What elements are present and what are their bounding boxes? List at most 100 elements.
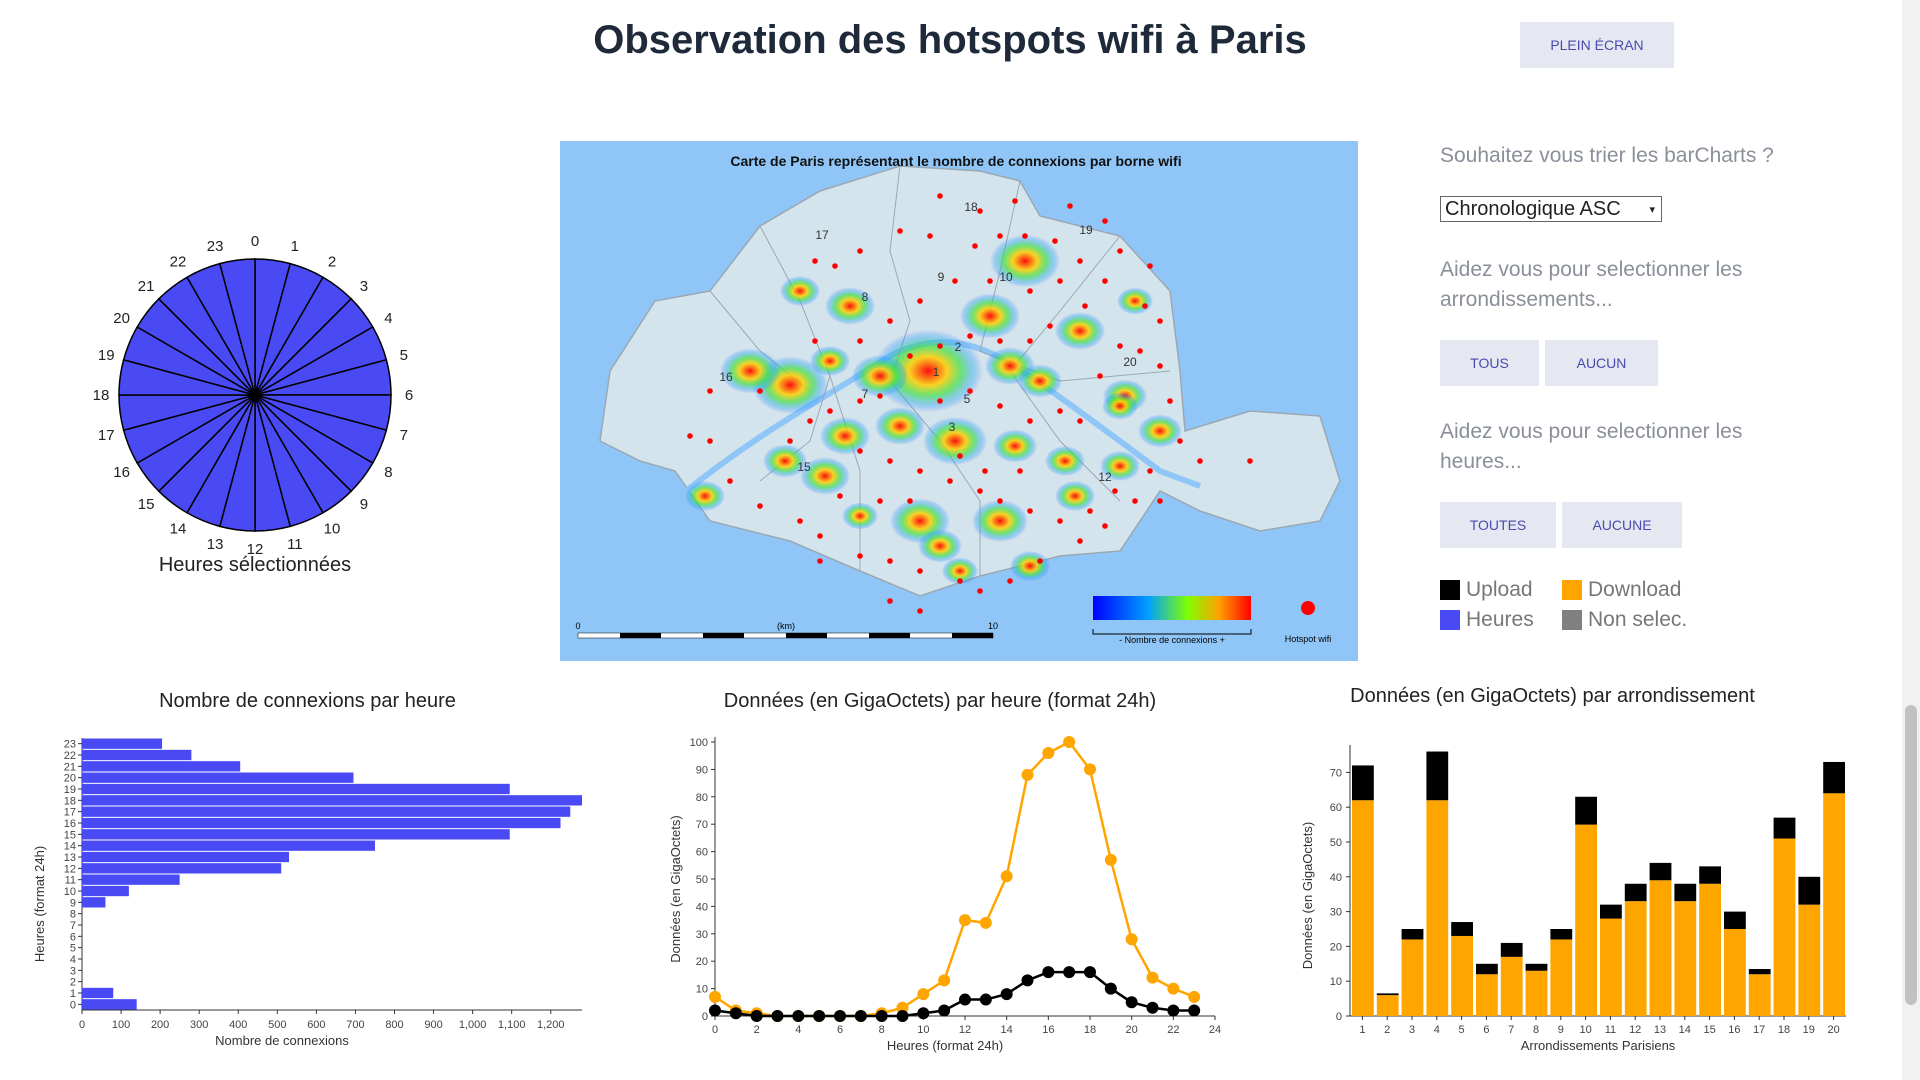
bar-download-arr-12[interactable]: [1624, 901, 1647, 1016]
point-upload-9[interactable]: [896, 1010, 909, 1022]
bar-download-arr-11[interactable]: [1600, 918, 1622, 1016]
bar-upload-arr-19[interactable]: [1798, 876, 1821, 905]
point-upload-19[interactable]: [1104, 982, 1117, 995]
bar-hour-14[interactable]: [82, 840, 375, 851]
bar-download-arr-16[interactable]: [1724, 929, 1746, 1016]
point-download-16[interactable]: [1042, 746, 1055, 759]
bar-upload-arr-11[interactable]: [1600, 904, 1622, 919]
point-download-22[interactable]: [1167, 982, 1180, 995]
bar-upload-arr-9[interactable]: [1550, 929, 1573, 940]
point-upload-14[interactable]: [1000, 988, 1013, 1001]
bar-hour-22[interactable]: [82, 749, 192, 761]
point-upload-11[interactable]: [938, 1004, 951, 1017]
bar-upload-arr-13[interactable]: [1649, 862, 1672, 881]
point-upload-17[interactable]: [1063, 966, 1076, 979]
bar-hour-0[interactable]: [82, 999, 137, 1010]
point-upload-12[interactable]: [959, 993, 971, 1006]
point-upload-8[interactable]: [875, 1010, 888, 1022]
bar-hour-21[interactable]: [82, 761, 241, 772]
bar-upload-arr-18[interactable]: [1773, 817, 1796, 839]
point-upload-20[interactable]: [1125, 996, 1138, 1009]
bar-hour-19[interactable]: [82, 783, 510, 795]
bar-hour-12[interactable]: [82, 863, 282, 874]
bar-upload-arr-12[interactable]: [1624, 883, 1647, 902]
point-upload-18[interactable]: [1084, 966, 1096, 979]
bar-hour-23[interactable]: [82, 738, 163, 749]
point-download-19[interactable]: [1104, 853, 1117, 866]
bar-upload-arr-7[interactable]: [1500, 942, 1523, 957]
point-download-15[interactable]: [1021, 768, 1034, 781]
clock-hour-sector-23[interactable]: [218, 258, 256, 396]
bar-hour-15[interactable]: [82, 829, 510, 840]
bar-download-arr-7[interactable]: [1500, 956, 1523, 1016]
point-download-9[interactable]: [896, 1001, 909, 1014]
select-no-hours-button[interactable]: AUCUNE: [1562, 502, 1682, 548]
bar-hour-10[interactable]: [82, 885, 129, 897]
point-upload-5[interactable]: [813, 1010, 826, 1022]
point-upload-1[interactable]: [729, 1007, 742, 1020]
bar-upload-arr-5[interactable]: [1451, 922, 1473, 936]
point-upload-23[interactable]: [1188, 1004, 1201, 1017]
fullscreen-button[interactable]: PLEIN ÉCRAN: [1520, 22, 1674, 68]
point-download-10[interactable]: [917, 988, 930, 1001]
bar-download-arr-13[interactable]: [1649, 880, 1672, 1016]
point-download-14[interactable]: [1000, 870, 1013, 883]
hour-clock[interactable]: 0 1234567891011121314151617181920212223He…: [90, 225, 430, 585]
bar-upload-arr-14[interactable]: [1674, 883, 1697, 902]
bar-download-arr-19[interactable]: [1798, 904, 1821, 1016]
bar-hour-16[interactable]: [82, 817, 561, 829]
point-upload-3[interactable]: [771, 1010, 784, 1022]
bar-upload-arr-10[interactable]: [1575, 796, 1597, 825]
point-upload-7[interactable]: [854, 1010, 867, 1022]
point-download-20[interactable]: [1125, 933, 1138, 946]
select-all-arrondissements-button[interactable]: TOUS: [1440, 340, 1539, 386]
select-no-arrondissements-button[interactable]: AUCUN: [1545, 340, 1658, 386]
point-download-23[interactable]: [1188, 990, 1201, 1003]
bar-upload-arr-17[interactable]: [1748, 969, 1771, 975]
point-upload-6[interactable]: [834, 1010, 846, 1022]
bar-upload-arr-2[interactable]: [1376, 993, 1399, 996]
bar-hour-11[interactable]: [82, 874, 180, 885]
bar-download-arr-9[interactable]: [1550, 939, 1573, 1016]
page-scrollbar[interactable]: [1902, 0, 1920, 1080]
select-all-hours-button[interactable]: TOUTES: [1440, 502, 1556, 548]
point-upload-15[interactable]: [1021, 974, 1034, 987]
bar-download-arr-4[interactable]: [1426, 800, 1449, 1016]
bar-upload-arr-6[interactable]: [1476, 963, 1498, 975]
point-upload-10[interactable]: [917, 1007, 930, 1020]
point-upload-0[interactable]: [709, 1004, 721, 1017]
bar-download-arr-3[interactable]: [1401, 939, 1424, 1016]
point-upload-21[interactable]: [1146, 1001, 1159, 1014]
bar-download-arr-20[interactable]: [1823, 793, 1845, 1016]
bar-download-arr-2[interactable]: [1376, 995, 1399, 1016]
bar-hour-1[interactable]: [82, 987, 114, 999]
point-download-21[interactable]: [1146, 971, 1159, 984]
bar-download-arr-10[interactable]: [1575, 824, 1597, 1016]
point-download-13[interactable]: [979, 916, 992, 929]
bar-download-arr-1[interactable]: [1352, 800, 1374, 1016]
bar-upload-arr-1[interactable]: [1352, 765, 1374, 801]
bar-download-arr-15[interactable]: [1699, 883, 1721, 1016]
bar-upload-arr-20[interactable]: [1823, 761, 1845, 794]
bar-upload-arr-3[interactable]: [1401, 929, 1424, 940]
point-upload-13[interactable]: [979, 993, 992, 1006]
bar-download-arr-8[interactable]: [1525, 970, 1548, 1016]
point-upload-2[interactable]: [750, 1010, 763, 1022]
bar-upload-arr-16[interactable]: [1724, 911, 1746, 929]
bar-download-arr-17[interactable]: [1748, 974, 1771, 1016]
bar-upload-arr-15[interactable]: [1699, 866, 1721, 884]
point-download-18[interactable]: [1084, 763, 1096, 776]
bar-download-arr-5[interactable]: [1451, 935, 1473, 1016]
bar-download-arr-14[interactable]: [1674, 901, 1697, 1016]
point-upload-16[interactable]: [1042, 966, 1055, 979]
scrollbar-thumb[interactable]: [1905, 705, 1917, 1005]
point-upload-4[interactable]: [792, 1010, 805, 1022]
bar-upload-arr-4[interactable]: [1426, 751, 1449, 801]
bar-hour-18[interactable]: [82, 795, 582, 806]
bar-hour-9[interactable]: [82, 897, 106, 908]
point-download-12[interactable]: [959, 914, 971, 927]
point-upload-22[interactable]: [1167, 1004, 1180, 1017]
sort-select[interactable]: Chronologique ASC ▾: [1440, 196, 1662, 222]
bar-hour-20[interactable]: [82, 772, 354, 783]
